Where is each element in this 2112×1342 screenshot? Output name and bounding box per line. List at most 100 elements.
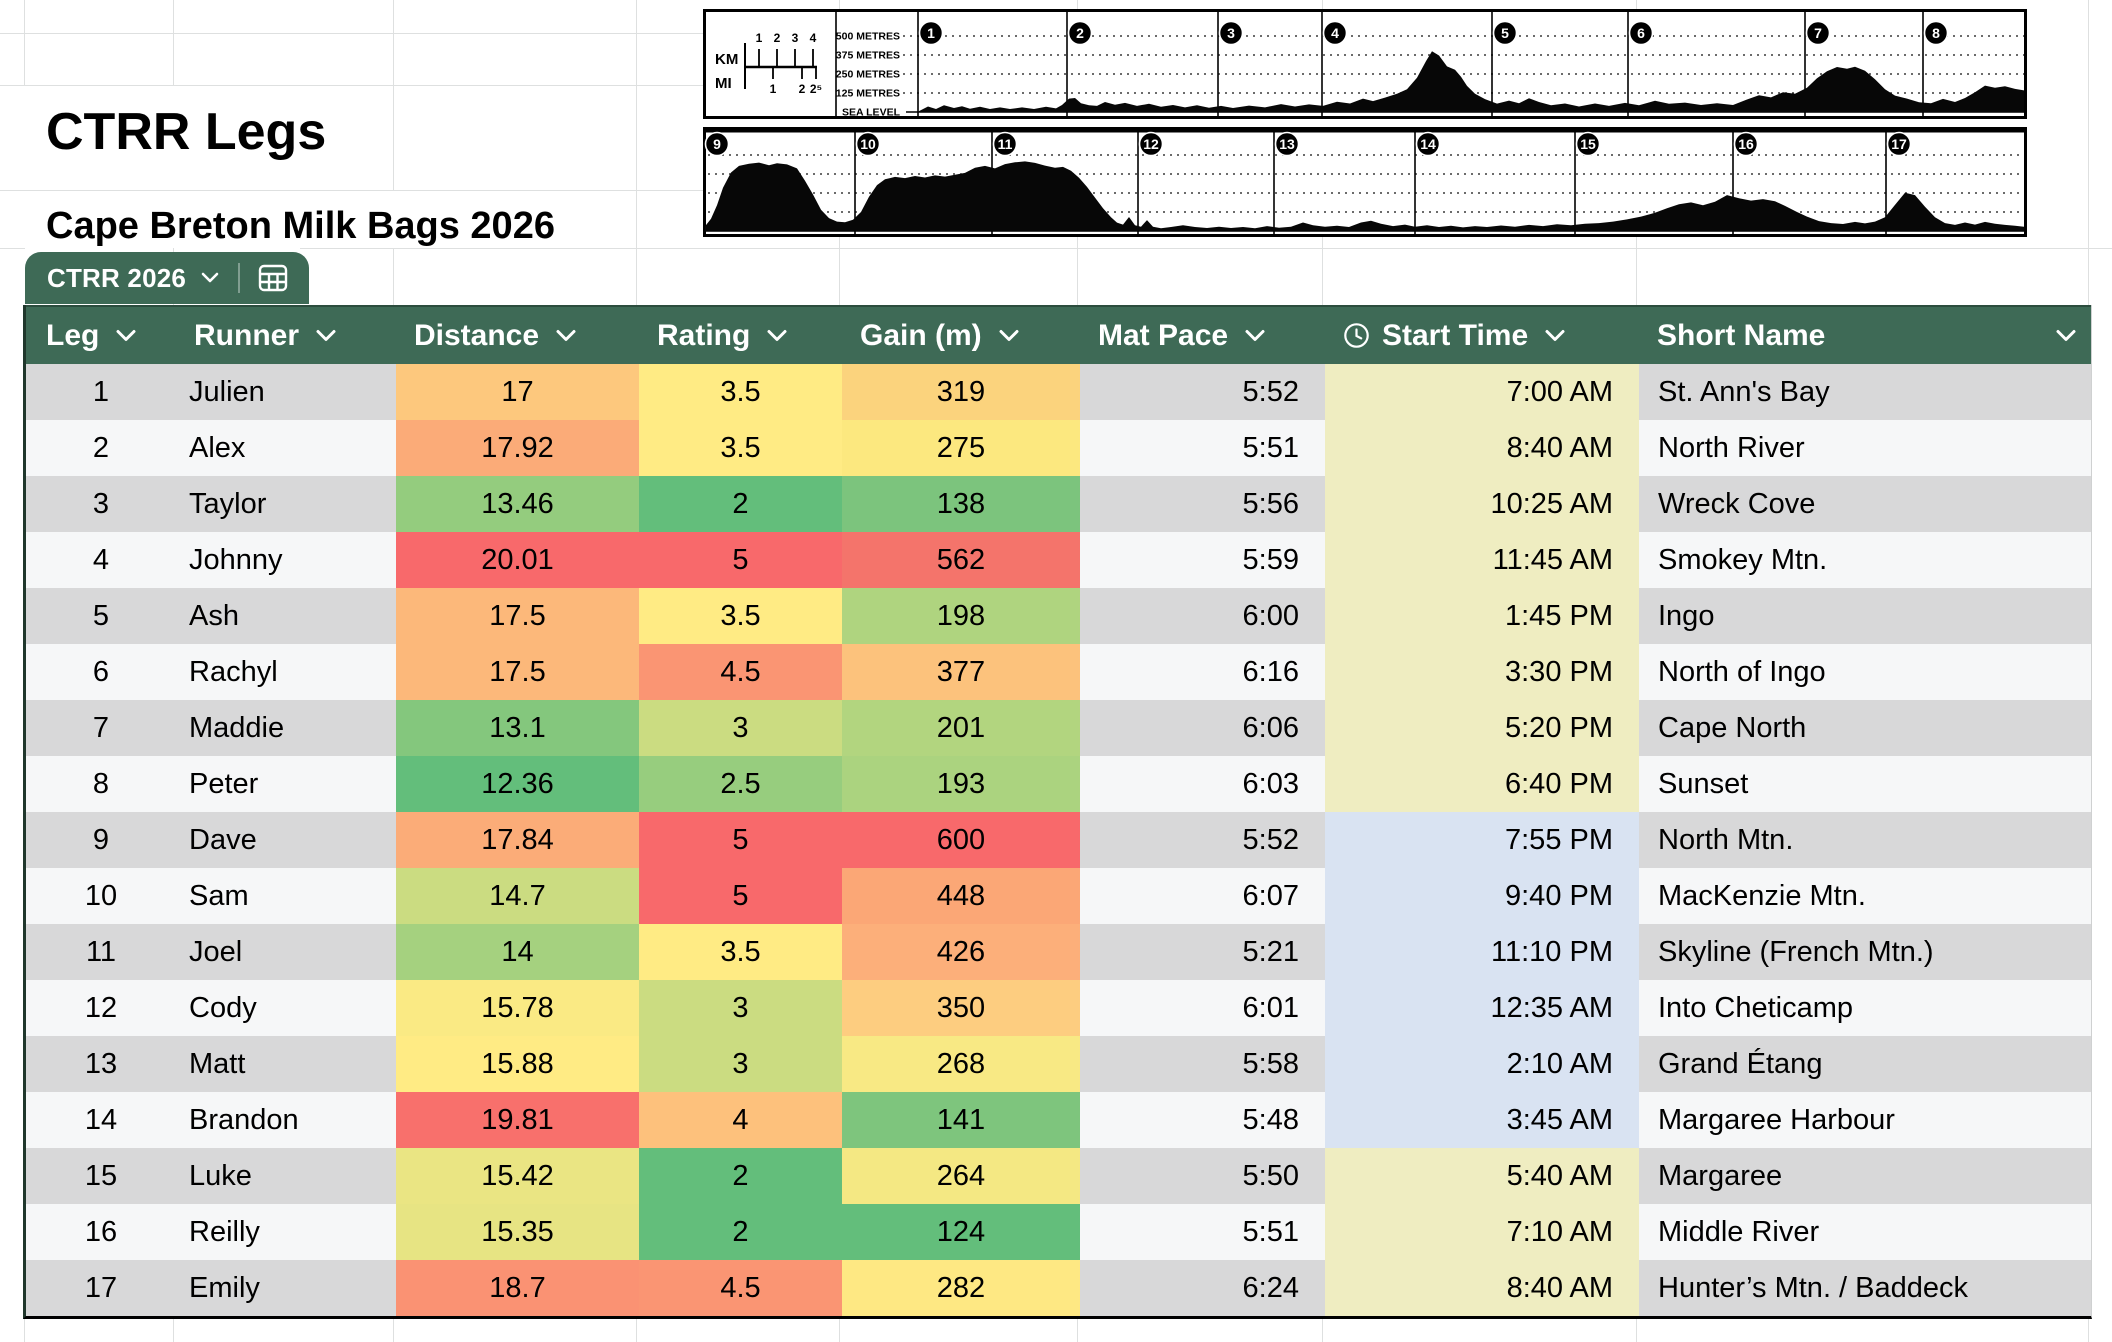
cell-distance[interactable]: 17.5: [396, 644, 639, 700]
cell-start-time[interactable]: 7:10 AM: [1325, 1204, 1639, 1260]
cell-start-time[interactable]: 3:30 PM: [1325, 644, 1639, 700]
cell-leg[interactable]: 1: [26, 364, 176, 420]
cell-gain[interactable]: 275: [842, 420, 1080, 476]
cell-gain[interactable]: 600: [842, 812, 1080, 868]
cell-gain[interactable]: 193: [842, 756, 1080, 812]
cell-mat-pace[interactable]: 5:52: [1080, 812, 1325, 868]
cell-leg[interactable]: 11: [26, 924, 176, 980]
cell-runner[interactable]: Joel: [176, 924, 396, 980]
cell-mat-pace[interactable]: 5:50: [1080, 1148, 1325, 1204]
cell-gain[interactable]: 377: [842, 644, 1080, 700]
cell-runner[interactable]: Julien: [176, 364, 396, 420]
cell-mat-pace[interactable]: 6:03: [1080, 756, 1325, 812]
cell-gain[interactable]: 282: [842, 1260, 1080, 1316]
cell-gain[interactable]: 350: [842, 980, 1080, 1036]
column-header-leg[interactable]: Leg: [26, 307, 176, 364]
cell-rating[interactable]: 5: [639, 868, 842, 924]
cell-short-name[interactable]: Ingo: [1639, 588, 2091, 644]
cell-distance[interactable]: 15.78: [396, 980, 639, 1036]
cell-distance[interactable]: 20.01: [396, 532, 639, 588]
cell-distance[interactable]: 19.81: [396, 1092, 639, 1148]
cell-gain[interactable]: 198: [842, 588, 1080, 644]
cell-distance[interactable]: 15.35: [396, 1204, 639, 1260]
cell-leg[interactable]: 5: [26, 588, 176, 644]
cell-mat-pace[interactable]: 5:52: [1080, 364, 1325, 420]
cell-runner[interactable]: Reilly: [176, 1204, 396, 1260]
cell-start-time[interactable]: 11:45 AM: [1325, 532, 1639, 588]
cell-runner[interactable]: Rachyl: [176, 644, 396, 700]
cell-rating[interactable]: 4: [639, 1092, 842, 1148]
cell-runner[interactable]: Alex: [176, 420, 396, 476]
cell-runner[interactable]: Emily: [176, 1260, 396, 1316]
cell-distance[interactable]: 15.42: [396, 1148, 639, 1204]
cell-rating[interactable]: 3.5: [639, 924, 842, 980]
cell-short-name[interactable]: Skyline (French Mtn.): [1639, 924, 2091, 980]
column-header-runner[interactable]: Runner: [176, 307, 396, 364]
cell-gain[interactable]: 268: [842, 1036, 1080, 1092]
cell-short-name[interactable]: North Mtn.: [1639, 812, 2091, 868]
cell-rating[interactable]: 3: [639, 980, 842, 1036]
cell-mat-pace[interactable]: 5:51: [1080, 420, 1325, 476]
cell-mat-pace[interactable]: 5:56: [1080, 476, 1325, 532]
cell-rating[interactable]: 5: [639, 532, 842, 588]
cell-start-time[interactable]: 1:45 PM: [1325, 588, 1639, 644]
page-title[interactable]: CTRR Legs: [46, 103, 327, 161]
cell-mat-pace[interactable]: 5:21: [1080, 924, 1325, 980]
cell-short-name[interactable]: Sunset: [1639, 756, 2091, 812]
cell-rating[interactable]: 2: [639, 476, 842, 532]
column-header-short_name[interactable]: Short Name: [1639, 307, 2091, 364]
cell-start-time[interactable]: 5:20 PM: [1325, 700, 1639, 756]
cell-rating[interactable]: 3: [639, 1036, 842, 1092]
column-header-rating[interactable]: Rating: [639, 307, 842, 364]
cell-leg[interactable]: 15: [26, 1148, 176, 1204]
cell-runner[interactable]: Sam: [176, 868, 396, 924]
cell-mat-pace[interactable]: 6:07: [1080, 868, 1325, 924]
cell-mat-pace[interactable]: 6:06: [1080, 700, 1325, 756]
cell-runner[interactable]: Luke: [176, 1148, 396, 1204]
cell-distance[interactable]: 14.7: [396, 868, 639, 924]
cell-leg[interactable]: 7: [26, 700, 176, 756]
cell-short-name[interactable]: St. Ann's Bay: [1639, 364, 2091, 420]
cell-rating[interactable]: 3: [639, 700, 842, 756]
cell-leg[interactable]: 8: [26, 756, 176, 812]
cell-short-name[interactable]: Cape North: [1639, 700, 2091, 756]
column-header-distance[interactable]: Distance: [396, 307, 639, 364]
table-grid-icon[interactable]: [257, 263, 289, 293]
cell-gain[interactable]: 124: [842, 1204, 1080, 1260]
cell-leg[interactable]: 13: [26, 1036, 176, 1092]
cell-short-name[interactable]: North of Ingo: [1639, 644, 2091, 700]
cell-short-name[interactable]: Smokey Mtn.: [1639, 532, 2091, 588]
cell-leg[interactable]: 6: [26, 644, 176, 700]
cell-gain[interactable]: 141: [842, 1092, 1080, 1148]
cell-start-time[interactable]: 2:10 AM: [1325, 1036, 1639, 1092]
cell-mat-pace[interactable]: 5:48: [1080, 1092, 1325, 1148]
column-header-mat_pace[interactable]: Mat Pace: [1080, 307, 1325, 364]
cell-start-time[interactable]: 10:25 AM: [1325, 476, 1639, 532]
cell-rating[interactable]: 5: [639, 812, 842, 868]
cell-start-time[interactable]: 12:35 AM: [1325, 980, 1639, 1036]
cell-gain[interactable]: 562: [842, 532, 1080, 588]
cell-gain[interactable]: 138: [842, 476, 1080, 532]
cell-distance[interactable]: 15.88: [396, 1036, 639, 1092]
cell-gain[interactable]: 426: [842, 924, 1080, 980]
cell-gain[interactable]: 448: [842, 868, 1080, 924]
cell-gain[interactable]: 264: [842, 1148, 1080, 1204]
cell-short-name[interactable]: Middle River: [1639, 1204, 2091, 1260]
cell-distance[interactable]: 17.84: [396, 812, 639, 868]
cell-runner[interactable]: Peter: [176, 756, 396, 812]
cell-gain[interactable]: 319: [842, 364, 1080, 420]
cell-mat-pace[interactable]: 6:01: [1080, 980, 1325, 1036]
cell-runner[interactable]: Dave: [176, 812, 396, 868]
cell-runner[interactable]: Brandon: [176, 1092, 396, 1148]
cell-mat-pace[interactable]: 6:24: [1080, 1260, 1325, 1316]
cell-short-name[interactable]: Wreck Cove: [1639, 476, 2091, 532]
cell-short-name[interactable]: Margaree: [1639, 1148, 2091, 1204]
cell-runner[interactable]: Ash: [176, 588, 396, 644]
cell-start-time[interactable]: 7:55 PM: [1325, 812, 1639, 868]
column-header-start_time[interactable]: Start Time: [1325, 307, 1639, 364]
cell-runner[interactable]: Maddie: [176, 700, 396, 756]
cell-leg[interactable]: 4: [26, 532, 176, 588]
cell-distance[interactable]: 12.36: [396, 756, 639, 812]
cell-distance[interactable]: 14: [396, 924, 639, 980]
cell-start-time[interactable]: 6:40 PM: [1325, 756, 1639, 812]
